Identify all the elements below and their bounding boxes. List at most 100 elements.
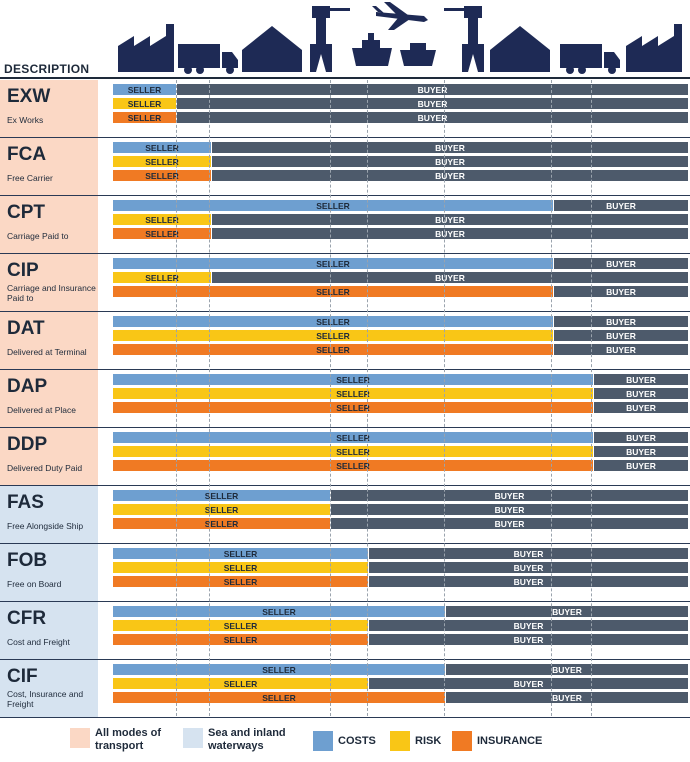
risk-buyer-bar: BUYER	[368, 678, 688, 689]
term-name: Free Alongside Ship	[7, 521, 84, 531]
grid-line	[367, 80, 368, 716]
risk-seller-bar: SELLER	[113, 98, 176, 109]
term-name: Ex Works	[7, 115, 44, 125]
row-divider	[0, 369, 690, 370]
row-divider	[0, 717, 690, 718]
insurance-buyer-bar: BUYER	[211, 228, 688, 239]
insurance-buyer-bar: BUYER	[553, 286, 688, 297]
costs-seller-bar: SELLER	[113, 664, 445, 675]
insurance-buyer-bar: BUYER	[593, 402, 688, 413]
warehouse-icon	[490, 26, 550, 72]
term-row-cfr: CFR Cost and Freight SELLER BUYER SELLER BUYE…	[0, 602, 690, 660]
legend-swatch-costs	[313, 731, 333, 751]
term-label-box: FCA Free Carrier	[0, 138, 98, 195]
legend-label-sea: Sea and inland waterways	[208, 727, 286, 752]
costs-buyer-bar: BUYER	[445, 664, 688, 675]
costs-buyer-bar: BUYER	[593, 432, 688, 443]
row-divider	[0, 427, 690, 428]
risk-seller-bar: SELLER	[113, 446, 593, 457]
term-label-box: EXW Ex Works	[0, 80, 98, 137]
insurance-seller-bar: SELLER	[113, 170, 211, 181]
term-label-box: CIP Carriage and Insurance Paid to	[0, 254, 98, 311]
factory-icon	[118, 24, 174, 72]
description-header: DESCRIPTION	[4, 62, 90, 76]
term-label-box: DDP Delivered Duty Paid	[0, 428, 98, 485]
costs-seller-bar: SELLER	[113, 490, 330, 501]
costs-buyer-bar: BUYER	[593, 374, 688, 385]
legend-swatch-insurance	[452, 731, 472, 751]
costs-seller-bar: SELLER	[113, 374, 593, 385]
port-crane-icon	[310, 6, 350, 72]
term-name: Carriage Paid to	[7, 231, 69, 241]
term-label-box: DAP Delivered at Place	[0, 370, 98, 427]
costs-buyer-bar: BUYER	[211, 142, 688, 153]
risk-seller-bar: SELLER	[113, 272, 211, 283]
insurance-seller-bar: SELLER	[113, 402, 593, 413]
term-name: Free on Board	[7, 579, 62, 589]
insurance-buyer-bar: BUYER	[368, 576, 688, 587]
term-row-dat: DAT Delivered at Terminal SELLER BUYER SELLE…	[0, 312, 690, 370]
grid-line	[551, 80, 552, 716]
warehouse-icon	[242, 26, 302, 72]
insurance-seller-bar: SELLER	[113, 286, 553, 297]
legend-swatch-all-modes	[70, 728, 90, 748]
risk-seller-bar: SELLER	[113, 620, 368, 631]
insurance-seller-bar: SELLER	[113, 576, 368, 587]
insurance-seller-bar: SELLER	[113, 692, 445, 703]
risk-seller-bar: SELLER	[113, 562, 368, 573]
insurance-seller-bar: SELLER	[113, 634, 368, 645]
insurance-buyer-bar: BUYER	[176, 112, 688, 123]
legend-swatch-risk	[390, 731, 410, 751]
row-divider	[0, 485, 690, 486]
row-divider	[0, 601, 690, 602]
legend: All modes of transport Sea and inland wa…	[0, 718, 690, 762]
grid-line	[444, 80, 445, 716]
legend-label-insurance: INSURANCE	[477, 735, 543, 747]
insurance-buyer-bar: BUYER	[368, 634, 688, 645]
row-divider	[0, 659, 690, 660]
insurance-seller-bar: SELLER	[113, 344, 553, 355]
risk-buyer-bar: BUYER	[211, 214, 688, 225]
insurance-seller-bar: SELLER	[113, 228, 211, 239]
costs-buyer-bar: BUYER	[368, 548, 688, 559]
legend-swatch-sea	[183, 728, 203, 748]
term-row-cpt: CPT Carriage Paid to SELLER BUYER SELLER BUYE…	[0, 196, 690, 254]
insurance-buyer-bar: BUYER	[445, 692, 688, 703]
risk-buyer-bar: BUYER	[211, 272, 688, 283]
term-code: DAT	[7, 318, 45, 339]
row-divider	[0, 195, 690, 196]
term-name: Delivered at Place	[7, 405, 76, 415]
term-code: CIF	[7, 666, 38, 687]
risk-seller-bar: SELLER	[113, 330, 553, 341]
risk-buyer-bar: BUYER	[593, 446, 688, 457]
risk-buyer-bar: BUYER	[553, 330, 688, 341]
costs-buyer-bar: BUYER	[445, 606, 688, 617]
risk-buyer-bar: BUYER	[368, 562, 688, 573]
term-row-exw: EXW Ex Works SELLER BUYER SELLER BUYER SELLER B…	[0, 80, 690, 138]
header-divider	[0, 77, 690, 79]
row-divider	[0, 253, 690, 254]
transport-icons	[118, 2, 682, 74]
term-label-box: CIF Cost, Insurance and Freight	[0, 660, 98, 717]
term-label-box: CFR Cost and Freight	[0, 602, 98, 659]
term-row-fas: FAS Free Alongside Ship SELLER BUYER SELLER B…	[0, 486, 690, 544]
costs-seller-bar: SELLER	[113, 258, 553, 269]
costs-seller-bar: SELLER	[113, 548, 368, 559]
legend-label-risk: RISK	[415, 735, 442, 747]
term-label-box: CPT Carriage Paid to	[0, 196, 98, 253]
legend-label-costs: COSTS	[338, 735, 376, 747]
costs-buyer-bar: BUYER	[553, 316, 688, 327]
truck-icon	[178, 44, 238, 74]
term-name: Delivered Duty Paid	[7, 463, 83, 473]
term-name: Free Carrier	[7, 173, 53, 183]
costs-buyer-bar: BUYER	[553, 200, 688, 211]
costs-seller-bar: SELLER	[113, 84, 176, 95]
risk-buyer-bar: BUYER	[176, 98, 688, 109]
insurance-buyer-bar: BUYER	[593, 460, 688, 471]
legend-label-all-modes: All modes of transport	[95, 727, 162, 752]
grid-line	[330, 80, 331, 716]
term-row-fca: FCA Free Carrier SELLER BUYER SELLER BUYER SEL…	[0, 138, 690, 196]
term-label-box: FAS Free Alongside Ship	[0, 486, 98, 543]
incoterms-table: EXW Ex Works SELLER BUYER SELLER BUYER SELLER B…	[0, 80, 690, 718]
risk-seller-bar: SELLER	[113, 504, 330, 515]
